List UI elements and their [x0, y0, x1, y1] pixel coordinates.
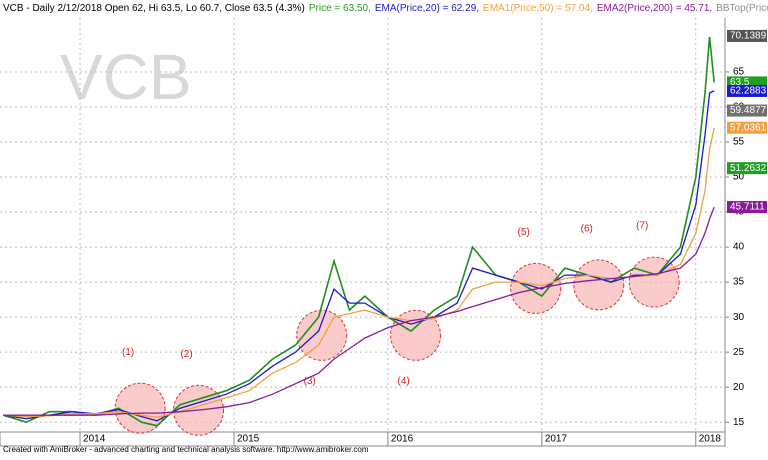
x-tick-label: 2014 [83, 434, 106, 445]
annotation-circle [573, 259, 625, 311]
x-tick-label: 2015 [237, 434, 260, 445]
y-tick-label: 55 [733, 137, 745, 148]
header-part: VCB - Daily 2/12/2018 Open 62, Hi 63.5, … [3, 3, 305, 14]
price-label-box [727, 84, 767, 97]
annotation-label: (1) [122, 347, 134, 358]
x-tick-label: 2017 [545, 434, 568, 445]
price-label: 62.2883 [730, 86, 767, 97]
x-tick-label: 2018 [699, 434, 722, 445]
y-tick-label: 40 [733, 242, 745, 253]
x-tick-label: 2016 [391, 434, 414, 445]
y-tick-label: 15 [733, 417, 745, 428]
annotation-label: (7) [636, 221, 648, 232]
y-tick-label: 35 [733, 277, 745, 288]
price-label: 51.2632 [730, 163, 767, 174]
price-label: 57.0361 [730, 122, 767, 133]
y-tick-label: 65 [733, 67, 745, 78]
annotation-circle [114, 382, 166, 434]
annotation-circle [296, 309, 348, 361]
annotation-circle [628, 256, 680, 308]
watermark: VCB [60, 41, 192, 113]
annotation-label: (5) [518, 227, 530, 238]
annotation-label: (3) [304, 376, 316, 387]
series-line [3, 206, 715, 416]
price-label-box [727, 162, 767, 175]
y-tick-label: 25 [733, 347, 745, 358]
series-line [2, 36, 715, 427]
y-tick-label: 30 [733, 312, 745, 323]
annotation-label: (6) [581, 224, 593, 235]
series-line [3, 90, 715, 422]
date-axis [0, 431, 726, 447]
footer: Created with AmiBroker - advanced charti… [3, 445, 369, 454]
y-tick-label: 50 [733, 172, 745, 183]
price-label-box [727, 29, 767, 42]
header-part: EMA2(Price,200) = 45.71, [597, 3, 712, 14]
price-label: 63.5 [730, 77, 750, 88]
header-part: BBTop(Price,15,2 [716, 3, 768, 14]
y-tick-label: 20 [733, 382, 745, 393]
header-part: EMA(Price,20) = 62.29, [375, 3, 479, 14]
price-label-box [727, 201, 767, 214]
header-part: Price = 63.50, [309, 3, 371, 14]
header: VCB - Daily 2/12/2018 Open 62, Hi 63.5, … [3, 3, 768, 14]
annotation-label: (4) [397, 376, 409, 387]
price-label-box [727, 104, 767, 117]
annotation-label: (2) [180, 349, 192, 360]
price-label-box [727, 121, 767, 134]
header-part: EMA1(Price,50) = 57.04, [483, 3, 593, 14]
price-label: 59.4877 [730, 105, 767, 116]
price-label: 45.7111 [730, 202, 765, 213]
price-label: 70.1389 [730, 31, 767, 42]
